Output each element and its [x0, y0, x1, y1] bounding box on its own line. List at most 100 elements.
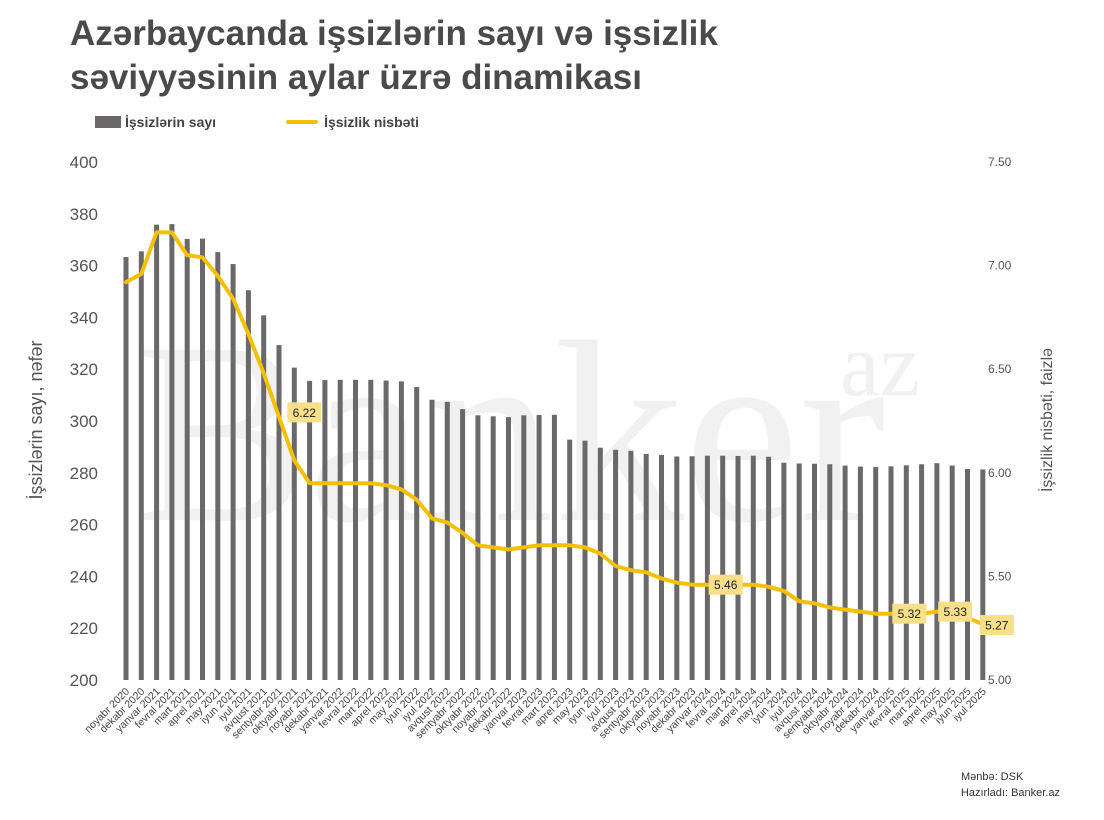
bar: [230, 264, 236, 680]
bar: [735, 455, 741, 680]
bar: [873, 467, 879, 680]
line-point: [935, 610, 939, 613]
bar: [353, 379, 358, 680]
left-axis-tick-label: 400: [70, 153, 98, 172]
data-label: 5.46: [714, 578, 738, 592]
prepared-by-line: Hazırladı: Banker.az: [960, 787, 1060, 799]
line-point: [782, 589, 786, 593]
bar: [368, 379, 374, 680]
bar: [414, 387, 420, 680]
line-point: [124, 280, 128, 284]
data-label: 6.22: [293, 406, 317, 420]
line-point: [476, 544, 480, 547]
left-axis-tick-label: 340: [70, 308, 98, 327]
source-note: Mənbə: DSK Hazırladı: Banker.az: [961, 769, 1060, 801]
bar: [857, 466, 863, 680]
left-axis-tick-label: 380: [70, 205, 98, 224]
bar: [307, 380, 313, 680]
bar: [444, 401, 450, 680]
bar: [903, 465, 909, 680]
bar: [827, 464, 833, 680]
bar: [965, 468, 970, 680]
line-point: [537, 544, 541, 547]
line-point: [706, 583, 709, 586]
bar: [766, 456, 772, 680]
right-axis-tick-label: 5.50: [988, 569, 1012, 583]
line-point: [614, 564, 617, 568]
line-point: [262, 372, 265, 375]
bar: [291, 367, 297, 680]
left-axis-tick-label: 260: [70, 516, 98, 535]
line-point: [155, 231, 158, 234]
bar: [597, 447, 603, 680]
data-label: 5.27: [985, 619, 1009, 633]
line-point: [247, 332, 250, 336]
bar: [200, 238, 205, 680]
line-point: [859, 610, 862, 613]
legend-line-label: İşsizlik nisbəti: [324, 114, 419, 130]
data-label-bg: [892, 603, 927, 624]
line-point: [231, 297, 235, 300]
legend: İşsizlərin sayı İşsizlik nisbəti: [95, 114, 489, 130]
bar: [628, 450, 634, 680]
bar: [980, 469, 986, 680]
right-axis-tick-label: 7.00: [988, 259, 1012, 273]
line-point: [767, 585, 770, 588]
right-axis-tick-label: 6.00: [988, 466, 1012, 480]
right-axis-tick-label: 5.00: [988, 673, 1012, 687]
left-axis: 200 220 240 260 280 300 320 340 360 380 400: [70, 153, 98, 690]
bar: [276, 345, 282, 680]
line-point: [277, 415, 281, 419]
legend-bars-label: İşsizlərin sayı: [125, 114, 217, 130]
left-axis-tick-label: 280: [70, 464, 98, 483]
line-point: [828, 606, 831, 609]
line-point: [339, 481, 342, 485]
bar: [812, 463, 817, 680]
bar: [567, 439, 573, 680]
line-point: [889, 612, 893, 615]
legend-item-bars: İşsizlərin sayı: [95, 114, 216, 130]
bar: [796, 463, 802, 680]
line-point: [690, 583, 694, 586]
bar: [184, 238, 190, 680]
bar: [536, 415, 542, 680]
line-point: [583, 546, 587, 549]
line-point: [400, 488, 403, 491]
bar: [154, 224, 160, 681]
line-point: [186, 254, 189, 257]
line-point: [140, 272, 143, 276]
bar: [919, 464, 925, 680]
bar: [659, 454, 664, 680]
left-axis-tick-label: 360: [70, 257, 98, 276]
bar: [720, 455, 726, 680]
line-point: [369, 481, 372, 485]
line-point: [308, 481, 311, 485]
bar: [215, 252, 221, 680]
left-axis-tick-label: 300: [70, 412, 98, 431]
data-label-bg: [287, 402, 322, 423]
legend-line-swatch: [286, 120, 319, 124]
line-point: [660, 577, 663, 580]
data-label-bg: [938, 601, 973, 622]
bar: [949, 465, 955, 680]
line-point: [798, 600, 801, 603]
bar: [261, 315, 267, 680]
data-label: 5.32: [898, 607, 922, 621]
bar: [475, 415, 481, 680]
line-point: [813, 602, 816, 605]
line-point: [461, 531, 464, 535]
bar: [704, 455, 710, 680]
chart-title: Azərbaycanda işsizlərin sayı və işsizlik…: [70, 14, 718, 97]
line-point: [430, 517, 434, 520]
source-line: Mənbə: DSK: [960, 771, 1024, 783]
line-point: [323, 481, 327, 485]
bar: [750, 455, 756, 680]
line-point: [752, 583, 755, 586]
right-axis-tick-label: 7.50: [988, 155, 1012, 169]
legend-item-line: İşsizlik nisbəti: [286, 114, 419, 130]
bar: [383, 380, 389, 680]
left-axis-tick-label: 220: [70, 619, 98, 638]
line-point: [507, 548, 510, 551]
